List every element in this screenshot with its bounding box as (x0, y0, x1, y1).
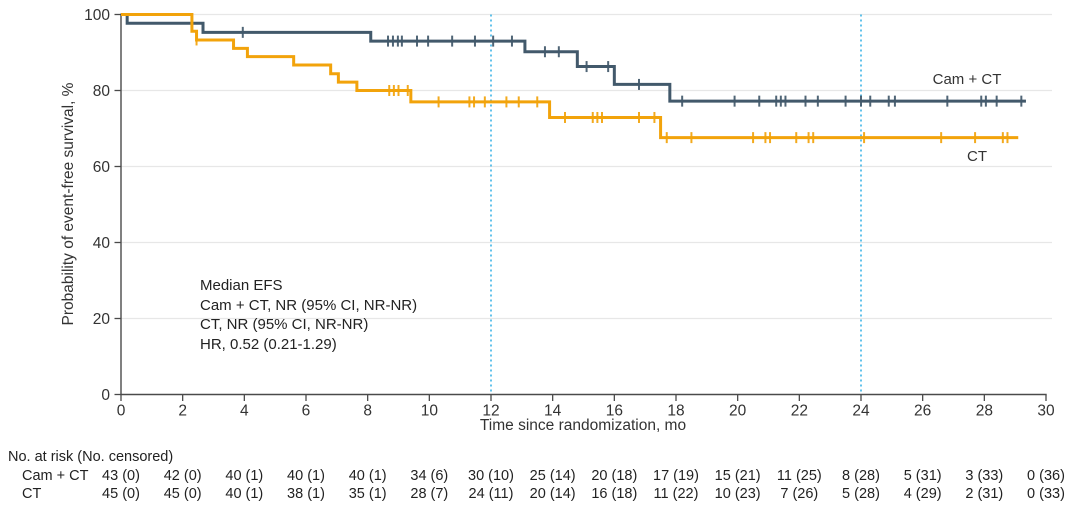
risk-cell: 40 (1) (348, 468, 387, 484)
risk-cell: 3 (33) (965, 468, 1004, 484)
x-tick-label: 20 (729, 403, 747, 420)
risk-cell: 5 (31) (903, 468, 942, 484)
risk-cell: 20 (14) (529, 485, 576, 502)
risk-cell: 4 (29) (903, 485, 942, 502)
risk-cell: 16 (18) (591, 485, 638, 502)
x-tick-label: 22 (791, 403, 808, 420)
risk-cell: 40 (1) (225, 468, 264, 484)
x-tick-label: 14 (544, 403, 562, 420)
risk-cell: 0 (36) (1027, 468, 1065, 484)
risk-cell: 2 (31) (965, 485, 1004, 502)
risk-cell: 42 (0) (163, 468, 202, 484)
x-tick-label: 2 (178, 403, 187, 420)
risk-row-cam-ct: Cam + CT 43 (0) 42 (0) 40 (1) 40 (1) 40 (1) 34… (0, 468, 1080, 485)
risk-cell: 35 (1) (348, 485, 387, 502)
km-curve-cam-ct (121, 13, 1026, 103)
risk-cell: 10 (23) (714, 485, 761, 502)
y-tick-label: 60 (93, 159, 111, 176)
risk-row-ct: CT 45 (0) 45 (0) 40 (1) 38 (1) 35 (1) 28 (7) 24… (0, 486, 1080, 503)
risk-cell: 11 (25) (776, 468, 822, 484)
risk-cell: 5 (28) (842, 485, 880, 502)
x-axis-title: Time since randomization, mo (479, 417, 687, 434)
annotation-line-ct: CT, NR (95% CI, NR-NR) (200, 316, 369, 333)
risk-cell: 25 (14) (529, 468, 576, 484)
risk-cell: 15 (21) (714, 468, 761, 484)
x-tick-label: 8 (363, 403, 372, 420)
risk-cell: 28 (7) (410, 485, 449, 502)
x-tick-label: 16 (606, 403, 623, 420)
risk-cell: 34 (6) (410, 468, 449, 484)
x-tick-label: 18 (667, 403, 684, 420)
risk-cell: 17 (19) (653, 468, 699, 484)
x-tick-label: 12 (482, 403, 499, 420)
series-label-ct: CT (967, 148, 987, 165)
risk-cell: 40 (1) (287, 468, 325, 484)
series-label-cam-ct: Cam + CT (932, 71, 1002, 88)
annotation-line-hr: HR, 0.52 (0.21-1.29) (200, 335, 337, 353)
risk-table-header: No. at risk (No. censored) (8, 449, 174, 465)
risk-cell: 24 (11) (468, 485, 514, 502)
median-efs-annotation: Median EFS Cam + CT, NR (95% CI, NR-NR) … (200, 276, 417, 354)
risk-cell: 30 (10) (468, 468, 514, 484)
y-tick-label: 40 (93, 235, 111, 252)
x-tick-label: 26 (914, 403, 931, 420)
risk-cell: 8 (28) (842, 468, 880, 484)
risk-row-label: Cam + CT (22, 468, 89, 484)
annotation-line-camct: Cam + CT, NR (95% CI, NR-NR) (200, 296, 418, 314)
risk-cell: 11 (22) (653, 485, 699, 502)
y-axis-title: Probability of event-free survival, % (60, 82, 77, 326)
y-tick-label: 80 (93, 83, 111, 100)
x-tick-label: 10 (421, 403, 439, 420)
x-tick-label: 24 (852, 403, 870, 420)
risk-cell: 7 (26) (780, 485, 819, 502)
y-tick-label: 20 (93, 311, 111, 328)
risk-cell: 38 (1) (287, 485, 325, 502)
x-tick-label: 30 (1037, 403, 1055, 420)
risk-cell: 43 (0) (102, 468, 140, 484)
risk-cell: 20 (18) (591, 468, 638, 484)
risk-cell: 45 (0) (163, 485, 202, 502)
x-tick-label: 28 (976, 403, 993, 420)
risk-cell: 45 (0) (102, 485, 140, 502)
risk-cell: 0 (33) (1027, 485, 1065, 502)
y-tick-label: 100 (84, 7, 110, 24)
risk-cell: 40 (1) (225, 485, 264, 502)
x-tick-label: 4 (240, 403, 249, 420)
risk-row-label: CT (22, 485, 42, 502)
x-tick-label: 6 (302, 403, 311, 420)
y-tick-label: 0 (101, 387, 110, 404)
annotation-line-title: Median EFS (200, 277, 283, 294)
x-tick-label: 0 (117, 403, 126, 420)
